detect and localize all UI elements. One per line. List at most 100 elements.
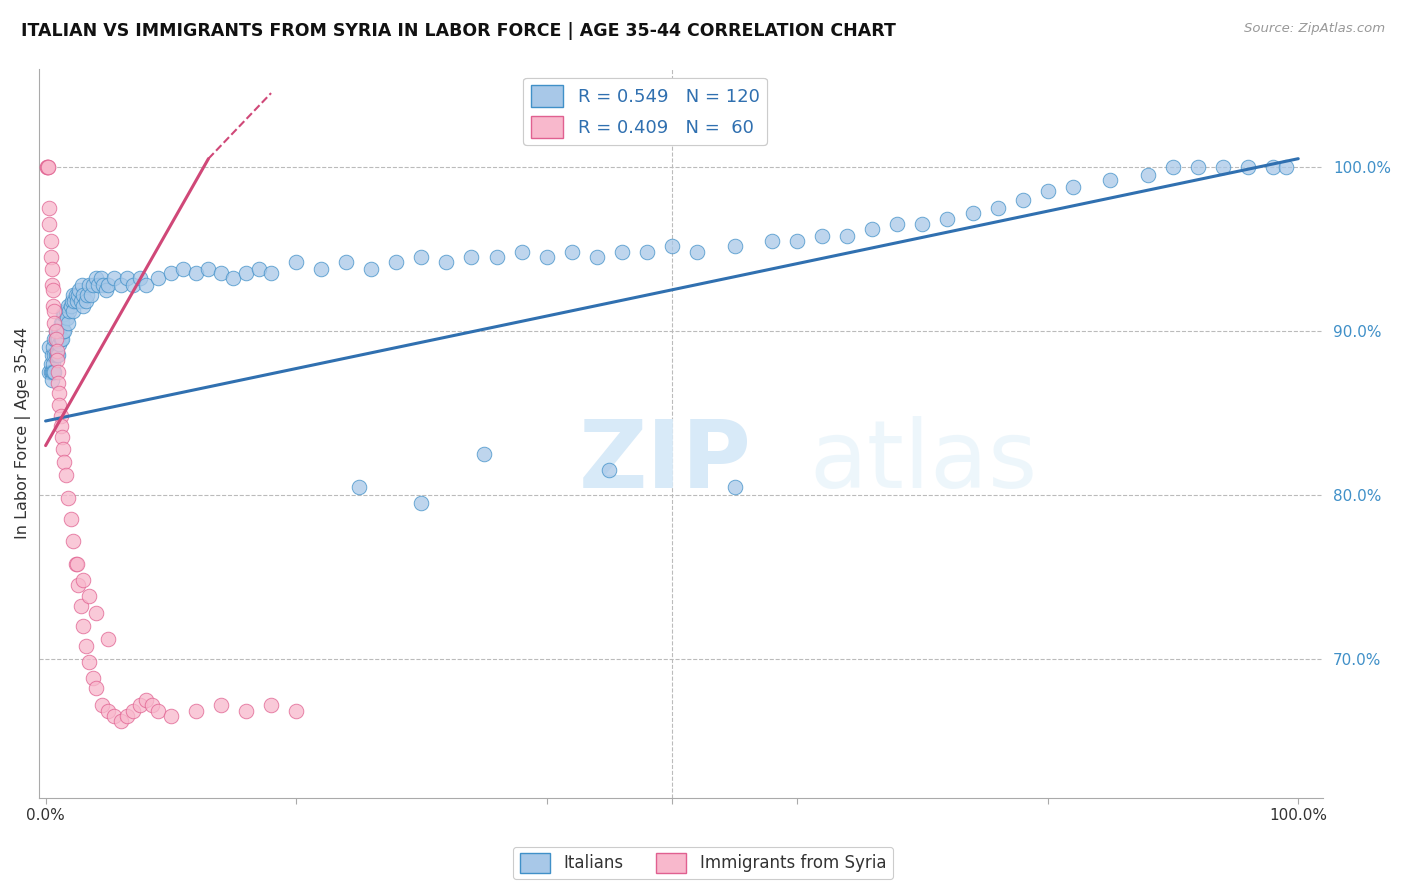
Point (52, 442, 75, 456)
Point (39, 250, 62, 264)
Point (115, 271, 138, 285)
Point (84, 271, 107, 285)
Point (87, 277, 110, 292)
Y-axis label: In Labor Force | Age 35-44: In Labor Force | Age 35-44 (15, 327, 31, 540)
Point (360, 261, 382, 276)
Point (723, 479, 745, 493)
Point (1263, 160, 1285, 174)
Point (1036, 185, 1059, 199)
Point (1011, 193, 1033, 207)
Point (661, 238, 683, 252)
Point (197, 261, 219, 276)
Point (69, 294, 91, 309)
Point (41, 277, 63, 292)
Point (128, 698, 150, 712)
Point (37, 160, 59, 174)
Point (42, 357, 65, 371)
Point (45, 348, 67, 362)
Point (128, 271, 150, 285)
Point (122, 277, 145, 292)
Point (84, 606, 107, 620)
Point (67, 578, 90, 592)
Point (55, 468, 77, 483)
Point (911, 217, 934, 231)
Point (247, 261, 270, 276)
Legend: R = 0.549   N = 120, R = 0.409   N =  60: R = 0.549 N = 120, R = 0.409 N = 60 (523, 78, 766, 145)
Point (62, 533, 84, 548)
Point (37, 160, 59, 174)
Point (49, 332, 72, 346)
Point (160, 267, 183, 281)
Point (62, 287, 84, 301)
Point (38, 365, 60, 379)
Point (72, 299, 94, 313)
Point (56, 316, 79, 330)
Point (39, 234, 62, 248)
Point (209, 267, 232, 281)
Point (44, 316, 66, 330)
Point (49, 418, 72, 433)
Point (63, 294, 86, 309)
Point (561, 245, 583, 260)
Point (260, 698, 283, 712)
Point (91, 277, 114, 292)
Point (56, 299, 79, 313)
Point (35, 160, 58, 174)
Point (58, 304, 80, 318)
Point (52, 324, 75, 338)
Point (35, 160, 58, 174)
Point (45, 324, 67, 338)
Point (41, 261, 63, 276)
Point (59, 299, 82, 313)
Point (75, 639, 97, 653)
Point (72, 619, 94, 633)
Point (51, 332, 73, 346)
Point (110, 714, 132, 728)
Point (160, 709, 183, 723)
Text: Source: ZipAtlas.com: Source: ZipAtlas.com (1244, 22, 1385, 36)
Point (55, 304, 77, 318)
Point (148, 271, 170, 285)
Point (91, 698, 114, 712)
Point (66, 557, 89, 571)
Point (42, 365, 65, 379)
Point (285, 255, 308, 269)
Point (46, 324, 69, 338)
Point (1161, 160, 1184, 174)
Point (72, 287, 94, 301)
Point (60, 294, 83, 309)
Point (94, 283, 117, 297)
Point (52, 308, 75, 322)
Point (41, 373, 63, 387)
Point (82, 672, 104, 686)
Point (115, 709, 138, 723)
Point (141, 698, 163, 712)
Point (103, 709, 125, 723)
Point (45, 332, 67, 346)
Point (761, 234, 783, 248)
Point (886, 217, 908, 231)
Point (76, 287, 98, 301)
Point (436, 255, 458, 269)
Point (460, 250, 482, 264)
Point (148, 704, 170, 718)
Legend: Italians, Immigrants from Syria: Italians, Immigrants from Syria (513, 847, 893, 880)
Point (45, 348, 67, 362)
Point (1274, 160, 1296, 174)
Point (110, 277, 132, 292)
Point (39, 365, 62, 379)
Point (90, 271, 112, 285)
Point (598, 463, 620, 477)
Point (38, 217, 60, 231)
Point (510, 245, 533, 260)
Point (41, 365, 63, 379)
Point (135, 277, 157, 292)
Point (79, 655, 101, 669)
Point (411, 496, 433, 510)
Point (786, 234, 808, 248)
Point (723, 238, 745, 252)
Point (1062, 179, 1084, 194)
Point (48, 337, 70, 351)
Point (42, 283, 65, 297)
Point (45, 353, 67, 368)
